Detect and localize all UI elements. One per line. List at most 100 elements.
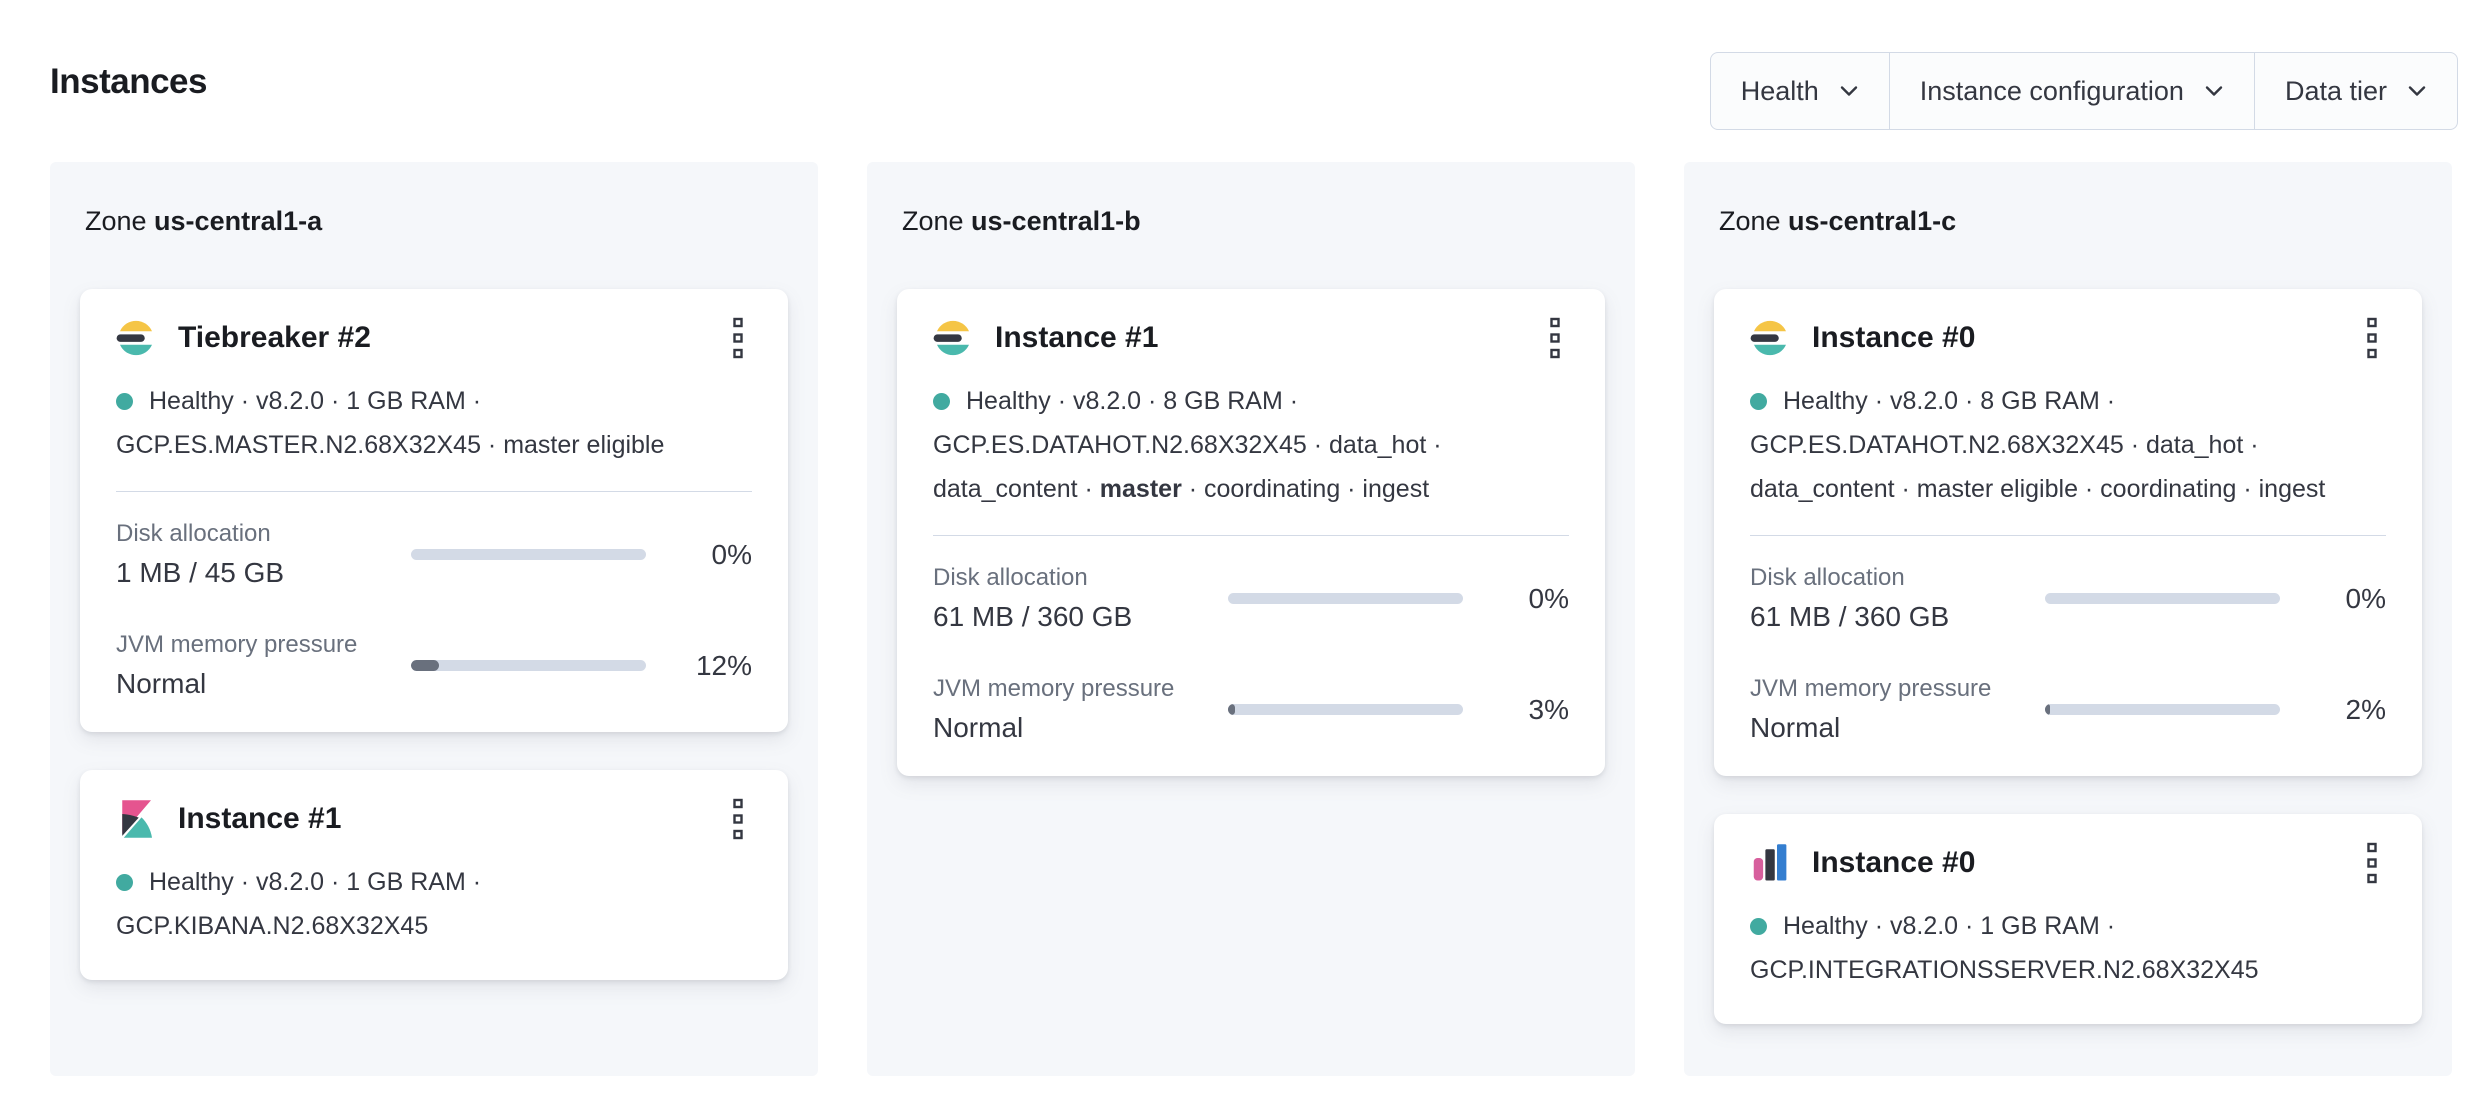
chevron-down-icon <box>2205 86 2223 96</box>
filter-button-label: Health <box>1740 75 1819 106</box>
metric-value: Normal <box>1750 712 1841 743</box>
zone-name: us-central1-c <box>1788 206 1957 236</box>
metric-text: Disk allocation 1 MB / 45 GB <box>116 520 411 589</box>
zone-label-prefix: Zone <box>85 206 155 236</box>
metric-percent: 0% <box>1528 582 1569 614</box>
instance-card: Instance #1 Healthy · v8.2.0 · 8 GB RAM … <box>897 289 1605 776</box>
filter-button-instance-configuration[interactable]: Instance configuration <box>1890 53 2255 129</box>
metric-progress-bar <box>1228 593 1463 604</box>
instance-health-line: Healthy · v8.2.0 · 1 GB RAM · <box>1750 904 2386 948</box>
metric-percent: 2% <box>2345 693 2386 725</box>
health-text-segment: master <box>1099 475 1182 503</box>
metric-label: Disk allocation <box>1750 564 1905 591</box>
instance-health-line: Healthy · v8.2.0 · 1 GB RAM · <box>116 379 752 423</box>
instance-title: Instance #1 <box>995 321 1159 354</box>
metric-progress-bar <box>411 549 646 560</box>
filter-button-label: Data tier <box>2284 75 2387 106</box>
filter-group: Health Instance configuration Data tier <box>1709 52 2458 130</box>
metric-row: JVM memory pressure Normal 12% <box>116 631 752 700</box>
zone-name: us-central1-a <box>154 206 323 236</box>
elasticsearch-logo-icon <box>1750 320 1786 356</box>
metric-label: Disk allocation <box>933 564 1088 591</box>
page-header: Instances Health Instance configuration Da… <box>0 0 2490 130</box>
instance-health-line: GCP.ES.DATAHOT.N2.68X32X45 · data_hot · <box>933 423 1569 467</box>
elasticsearch-logo-icon <box>933 320 969 356</box>
zone-label-prefix: Zone <box>1719 206 1789 236</box>
metric-progress-fill <box>411 660 440 671</box>
instance-card-header: Tiebreaker #2 <box>116 315 752 361</box>
instance-health-summary: Healthy · v8.2.0 · 8 GB RAM · GCP.ES.DATA… <box>933 379 1569 511</box>
filter-button-data-tier[interactable]: Data tier <box>2255 53 2457 129</box>
instance-actions-button[interactable] <box>2358 315 2386 361</box>
health-text-segment: GCP.ES.DATAHOT.N2.68X32X45 · data_hot · <box>933 431 1442 459</box>
instance-actions-button[interactable] <box>2358 840 2386 886</box>
health-text-segment: Healthy · v8.2.0 · 1 GB RAM · <box>149 868 482 896</box>
health-text-segment: GCP.KIBANA.N2.68X32X45 <box>116 912 429 940</box>
instance-health-line: Healthy · v8.2.0 · 8 GB RAM · <box>1750 379 2386 423</box>
instance-card: Instance #0 Healthy · v8.2.0 · 1 GB RAM … <box>1714 814 2422 1024</box>
zone-label-prefix: Zone <box>902 206 972 236</box>
filter-button-label: Instance configuration <box>1919 75 2184 106</box>
metric-row: Disk allocation 1 MB / 45 GB 0% <box>116 520 752 589</box>
health-text-segment: · coordinating · ingest <box>1181 475 1430 503</box>
metric-row: JVM memory pressure Normal 3% <box>933 675 1569 744</box>
boxes-vertical-icon <box>1550 317 1560 359</box>
health-text-segment: data_content · <box>933 475 1100 503</box>
integrations-server-logo-icon <box>1753 844 1787 881</box>
filter-button-health[interactable]: Health <box>1711 53 1890 129</box>
boxes-vertical-icon <box>733 798 743 840</box>
metric-percent: 3% <box>1528 693 1569 725</box>
health-text-segment: Healthy · v8.2.0 · 8 GB RAM · <box>1783 387 2116 415</box>
instance-actions-button[interactable] <box>1541 315 1569 361</box>
metric-progress-bar <box>1228 704 1463 715</box>
metric-label: JVM memory pressure <box>116 631 358 658</box>
chevron-down-icon <box>2408 86 2426 96</box>
health-status-dot <box>933 393 950 410</box>
zone-panel-us-central1-a: Zone us-central1-a Tiebreaker #2 Healthy… <box>50 162 818 1076</box>
boxes-vertical-icon <box>733 317 743 359</box>
instance-actions-button[interactable] <box>724 796 752 842</box>
metric-value: 61 MB / 360 GB <box>933 601 1133 632</box>
zones-container: Zone us-central1-a Tiebreaker #2 Healthy… <box>0 162 2490 1076</box>
health-text-segment: GCP.ES.DATAHOT.N2.68X32X45 · data_hot · <box>1750 431 2259 459</box>
instance-card: Tiebreaker #2 Healthy · v8.2.0 · 1 GB RA… <box>80 289 788 732</box>
metric-label: JVM memory pressure <box>933 675 1175 702</box>
instance-card-header: Instance #0 <box>1750 840 2386 886</box>
instance-title: Instance #0 <box>1812 321 1976 354</box>
boxes-vertical-icon <box>2367 842 2377 884</box>
instance-card-header: Instance #0 <box>1750 315 2386 361</box>
metric-value: Normal <box>116 668 207 699</box>
instance-health-line: data_content · master · coordinating · i… <box>933 467 1569 511</box>
zone-label: Zone us-central1-c <box>1719 206 2417 237</box>
instance-card-header: Instance #1 <box>933 315 1569 361</box>
health-text-segment: Healthy · v8.2.0 · 1 GB RAM · <box>1783 912 2116 940</box>
instance-card: Instance #1 Healthy · v8.2.0 · 1 GB RAM … <box>80 770 788 980</box>
zone-label: Zone us-central1-a <box>85 206 783 237</box>
metric-label: JVM memory pressure <box>1750 675 1992 702</box>
instance-title: Tiebreaker #2 <box>178 321 371 354</box>
instance-health-line: Healthy · v8.2.0 · 8 GB RAM · <box>933 379 1569 423</box>
metric-text: JVM memory pressure Normal <box>116 631 411 700</box>
health-text-segment: GCP.INTEGRATIONSSERVER.N2.68X32X45 <box>1750 956 2259 984</box>
boxes-vertical-icon <box>2367 317 2377 359</box>
chevron-down-icon <box>1840 86 1857 96</box>
instance-health-line: GCP.ES.MASTER.N2.68X32X45 · master eligi… <box>116 423 752 467</box>
zone-panel-us-central1-c: Zone us-central1-c Instance #0 Healthy ·… <box>1684 162 2452 1076</box>
metric-text: Disk allocation 61 MB / 360 GB <box>933 564 1228 633</box>
instance-health-summary: Healthy · v8.2.0 · 1 GB RAM · GCP.ES.MAST… <box>116 379 752 467</box>
instance-health-summary: Healthy · v8.2.0 · 8 GB RAM · GCP.ES.DATA… <box>1750 379 2386 511</box>
zone-name: us-central1-b <box>971 206 1141 236</box>
card-divider <box>933 535 1569 536</box>
instance-actions-button[interactable] <box>724 315 752 361</box>
health-status-dot <box>1750 393 1767 410</box>
instance-card-header: Instance #1 <box>116 796 752 842</box>
page-title: Instances <box>50 62 207 101</box>
health-text-segment: Healthy · v8.2.0 · 8 GB RAM · <box>966 387 1299 415</box>
health-status-dot <box>1750 918 1767 935</box>
instance-health-line: Healthy · v8.2.0 · 1 GB RAM · <box>116 860 752 904</box>
health-status-dot <box>116 874 133 891</box>
metric-text: JVM memory pressure Normal <box>933 675 1228 744</box>
metric-text: Disk allocation 61 MB / 360 GB <box>1750 564 2045 633</box>
health-status-dot <box>116 393 133 410</box>
metric-row: Disk allocation 61 MB / 360 GB 0% <box>1750 564 2386 633</box>
